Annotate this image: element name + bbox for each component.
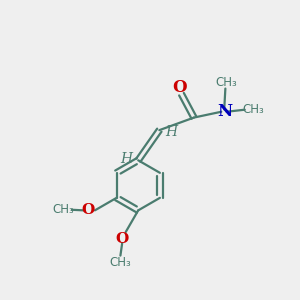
Text: CH₃: CH₃ — [242, 103, 264, 116]
Text: N: N — [217, 103, 232, 120]
Text: O: O — [173, 79, 187, 96]
Text: H: H — [166, 124, 178, 139]
Text: CH₃: CH₃ — [52, 203, 74, 216]
Text: O: O — [81, 203, 94, 217]
Text: CH₃: CH₃ — [215, 76, 237, 89]
Text: CH₃: CH₃ — [109, 256, 131, 268]
Text: H: H — [120, 152, 132, 166]
Text: O: O — [116, 232, 129, 245]
